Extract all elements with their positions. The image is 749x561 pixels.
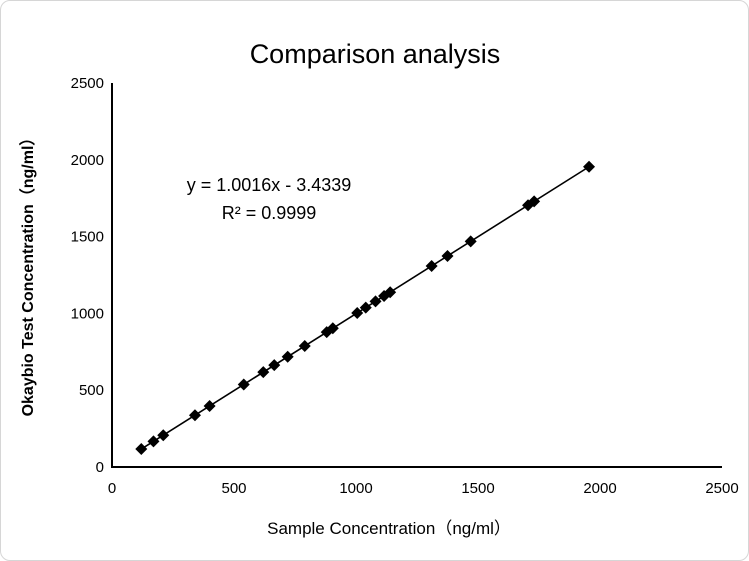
equation-label: y = 1.0016x - 3.4339: [187, 175, 352, 195]
data-point: [135, 443, 148, 456]
data-point: [281, 350, 294, 363]
data-point: [157, 429, 170, 442]
data-point: [188, 409, 201, 422]
y-tick-label: 2000: [71, 152, 104, 169]
x-tick-label: 1000: [339, 480, 372, 497]
data-point: [203, 400, 216, 413]
data-point: [384, 286, 397, 299]
x-tick-label: 0: [108, 480, 116, 497]
y-tick-label: 2500: [71, 75, 104, 92]
x-tick-label: 1500: [461, 480, 494, 497]
data-point: [369, 295, 382, 308]
x-tick-label: 2000: [583, 480, 616, 497]
data-point: [464, 235, 477, 248]
data-point: [147, 435, 160, 448]
x-axis-tick-labels: 0 500 1000 1500 2000 2500: [108, 480, 739, 497]
chart-title: Comparison analysis: [250, 39, 501, 69]
data-point: [268, 359, 281, 372]
data-point: [326, 322, 339, 335]
x-tick-label: 2500: [705, 480, 738, 497]
data-point: [441, 249, 454, 262]
y-axis-tick-labels: 0 500 1000 1500 2000 2500: [71, 75, 104, 476]
data-point: [528, 195, 541, 208]
scatter-series: [135, 160, 596, 456]
data-point: [298, 339, 311, 352]
x-tick-label: 500: [221, 480, 246, 497]
data-point: [351, 306, 364, 319]
data-point: [583, 160, 596, 173]
y-axis-title: Okaybio Test Concentration（ng/ml）: [19, 130, 37, 417]
data-point: [425, 259, 438, 272]
data-point: [359, 301, 372, 314]
y-tick-label: 500: [79, 382, 104, 399]
y-tick-label: 1000: [71, 305, 104, 322]
x-axis-title: Sample Concentration（ng/ml）: [267, 519, 511, 538]
data-point: [257, 366, 270, 379]
r-squared-label: R² = 0.9999: [222, 203, 317, 223]
y-tick-label: 0: [96, 459, 104, 476]
data-point: [237, 378, 250, 391]
y-tick-label: 1500: [71, 229, 104, 246]
